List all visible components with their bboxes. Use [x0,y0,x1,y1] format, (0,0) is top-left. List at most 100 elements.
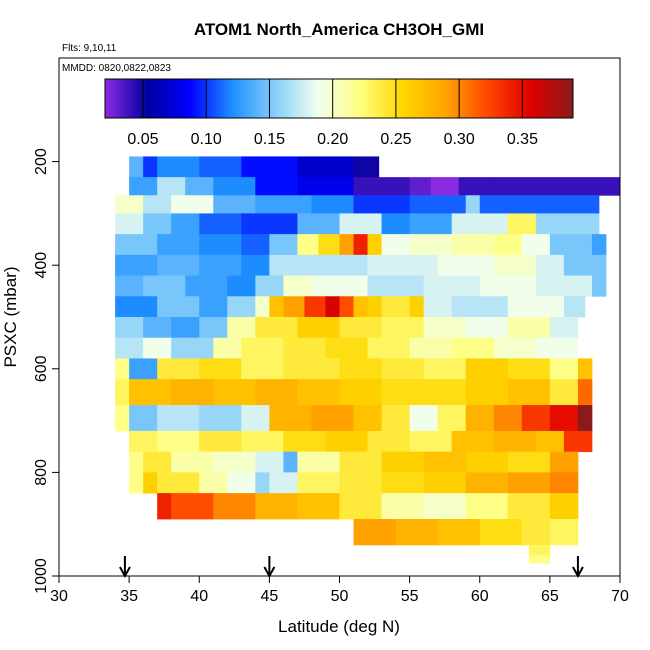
y-axis-label: PSXC (mbar) [1,266,20,367]
x-tick-label: 45 [260,588,278,605]
heatmap-cell [507,317,551,339]
heatmap-cell [255,275,284,297]
heatmap-cell [199,472,228,494]
heatmap-cell [479,519,523,546]
heatmap-cell [115,358,130,380]
heatmap-cell [241,358,284,380]
heatmap-cell [507,493,551,520]
heatmap-cell [591,234,607,256]
chart-title: ATOM1 North_America CH3OH_GMI [194,20,484,39]
heatmap-cell [563,296,586,318]
heatmap-cell [199,317,228,339]
y-tick-label: 200 [33,148,50,175]
heatmap-cell [381,296,411,318]
heatmap-cell [157,177,186,196]
heatmap-cell [199,296,228,318]
heatmap-cell [213,177,256,196]
heatmap-cell [423,296,453,318]
heatmap-cell [157,430,200,453]
heatmap-cell [318,234,340,256]
heatmap-cell [115,195,144,214]
heatmap-cell [528,544,551,556]
heatmap-cell [577,379,593,406]
heatmap-cell [535,430,565,453]
heatmap-cell [255,379,298,406]
heatmap-cell [283,358,340,380]
heatmap-cell [157,405,200,432]
heatmap-cell [493,337,537,359]
heatmap-cell [115,405,130,432]
heatmap-cell [297,472,340,494]
heatmap-cell [283,430,326,453]
heatmap-cell [157,472,200,494]
colorbar-tick-label: 0.05 [127,131,158,148]
heatmap-cell [437,405,467,432]
heatmap-cell [535,275,593,297]
heatmap-cell [213,195,256,214]
heatmap-cell [157,493,172,520]
heatmap-cell [171,379,214,406]
flight-arrow-head [572,566,584,579]
heatmap-cell [311,195,354,214]
heatmap-cell [255,177,298,196]
heatmap-cell [185,275,228,297]
heatmap-cell [157,156,200,178]
heatmap-cell [549,379,579,406]
colorbar-tick-label: 0.20 [317,131,348,148]
heatmap-cell [465,451,509,473]
heatmap-cell [297,379,340,406]
heatmap-cell [535,337,579,359]
x-tick-label: 60 [471,588,489,605]
heatmap-cell [241,213,298,235]
heatmap-cell [304,296,326,318]
heatmap-cell [339,451,382,473]
heatmap-cell [521,234,551,256]
heatmap-cell [199,405,242,432]
heatmap-cell [423,358,467,380]
heatmap-cell [430,177,460,196]
x-tick-label: 55 [401,588,419,605]
heatmap-cell [465,358,509,380]
heatmap-cell [549,234,593,256]
heatmap-cell [199,234,242,256]
heatmap-cell [507,296,565,318]
heatmap-cell [227,296,256,318]
heatmap-cell [297,213,340,235]
heatmap-cell [367,296,382,318]
heatmap-cell [255,317,298,339]
heatmap-cell [255,451,284,473]
x-tick-label: 30 [50,588,68,605]
heatmap-cell [283,296,305,318]
heatmap-cell [297,317,340,339]
heatmap-cell [507,472,551,494]
heatmap-cell [339,379,382,406]
heatmap-cell [409,430,453,453]
heatmap-cell [157,234,200,256]
heatmap-cell [297,451,340,473]
heatmap-cell [283,337,326,359]
heatmap-cell [143,213,172,235]
heatmap-cell [381,234,411,256]
colorbar: 0.05 0.10 0.15 0.20 0.25 0.30 0.35 [104,78,574,148]
flight-arrow-head [119,566,131,579]
heatmap-cell [381,213,411,235]
heatmap-cell [577,405,593,432]
heatmap-cell [115,379,130,406]
heatmap-cell [423,472,467,494]
colorbar-tick-label: 0.10 [191,131,222,148]
heatmap-cell [339,317,382,339]
heatmap-cell [465,195,481,214]
heatmap-cell [367,254,439,276]
heatmap-cell [549,519,579,546]
heatmap-cell [465,379,509,406]
heatmap-cell [437,254,495,276]
heatmap-cell [325,337,368,359]
heatmap-cell [423,493,467,520]
colorbar-bar [104,78,574,119]
heatmap-cell [493,430,537,453]
x-tick-label: 35 [120,588,138,605]
x-tick-label: 70 [611,588,629,605]
y-axis: 200 400 600 800 1000 [33,148,59,594]
heatmap-cell [549,405,579,432]
